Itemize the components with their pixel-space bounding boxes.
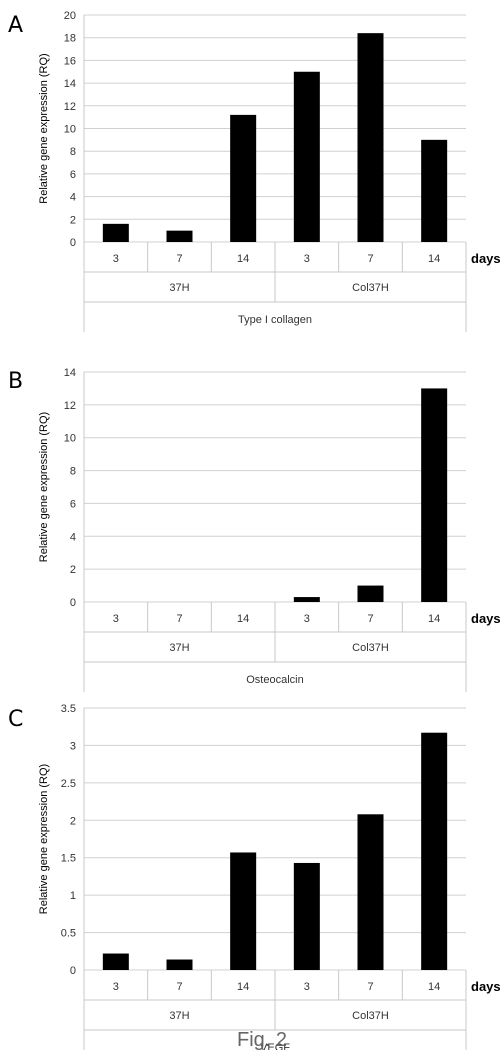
bar-col37h-day-14 xyxy=(421,732,448,970)
y-tick-label: 10 xyxy=(64,124,76,136)
panel-letter: A xyxy=(8,13,23,38)
bar-37h-day-14 xyxy=(230,114,257,242)
y-tick-label: 10 xyxy=(64,433,76,445)
group-label: 37H xyxy=(169,1010,189,1022)
x-tick-label: 7 xyxy=(176,253,182,265)
figure-caption: Fig. 2 xyxy=(237,1029,287,1050)
bar-col37h-day-7 xyxy=(357,814,384,970)
chart-panel-a: A 0 2 4 6 8 10 12 14 16 18 20 Relative gene expressi… xyxy=(8,10,500,332)
y-tick-label: 14 xyxy=(64,367,76,379)
y-axis-label: Relative gene expression (RQ) xyxy=(38,53,50,203)
x-tick-label: 3 xyxy=(113,613,119,625)
x-tick-label: 14 xyxy=(237,253,249,265)
y-tick-label: 4 xyxy=(70,531,76,543)
y-tick-label: 8 xyxy=(70,146,76,158)
x-tick-label: 3 xyxy=(113,981,119,993)
x-tick-label: 7 xyxy=(367,253,373,265)
chart-panel-b: B 0 2 4 6 8 10 12 14 Relative gene expression (RQ… xyxy=(8,367,500,692)
y-axis-label: Relative gene expression (RQ) xyxy=(38,764,50,914)
y-tick-label: 0 xyxy=(70,965,76,977)
x-tick-label: 3 xyxy=(113,253,119,265)
bar-37h-day-7 xyxy=(166,959,193,970)
y-tick-label: 4 xyxy=(70,192,76,204)
x-tick-label: 7 xyxy=(176,981,182,993)
y-tick-label: 2 xyxy=(70,564,76,576)
bar-col37h-day-14 xyxy=(421,139,448,242)
y-tick-label: 1.5 xyxy=(61,853,76,865)
x-tick-label: 14 xyxy=(237,981,249,993)
y-tick-label: 1 xyxy=(70,890,76,902)
group-label: 37H xyxy=(169,642,189,654)
bar-col37h-day-3 xyxy=(293,71,320,242)
group-label: Col37H xyxy=(352,282,389,294)
bar-37h-day-3 xyxy=(102,953,129,970)
y-tick-label: 14 xyxy=(64,78,76,90)
bar-37h-day-3 xyxy=(102,223,129,242)
y-tick-label: 8 xyxy=(70,466,76,478)
x-tick-label: 14 xyxy=(428,613,440,625)
group-label: Col37H xyxy=(352,1010,389,1022)
y-tick-label: 2 xyxy=(70,815,76,827)
y-tick-label: 6 xyxy=(70,498,76,510)
chart-panel-c: C 0 0.5 1 1.5 2 2.5 3 3.5 Relative gene expressio… xyxy=(8,703,500,1050)
panel-letter: C xyxy=(8,707,23,732)
x-unit-label: days xyxy=(471,251,500,266)
x-tick-label: 7 xyxy=(176,613,182,625)
y-tick-label: 12 xyxy=(64,101,76,113)
bar-col37h-day-7 xyxy=(357,33,384,242)
bar-col37h-day-7 xyxy=(357,585,384,602)
y-tick-label: 2.5 xyxy=(61,778,76,790)
panel-letter: B xyxy=(8,369,23,394)
gene-label: Osteocalcin xyxy=(246,674,303,686)
x-unit-label: days xyxy=(471,611,500,626)
gene-label: Type I collagen xyxy=(238,314,312,326)
bar-col37h-day-3 xyxy=(293,862,320,970)
y-tick-label: 12 xyxy=(64,400,76,412)
y-tick-label: 6 xyxy=(70,169,76,181)
x-tick-label: 14 xyxy=(237,613,249,625)
x-tick-label: 3 xyxy=(304,981,310,993)
group-label: 37H xyxy=(169,282,189,294)
x-tick-label: 14 xyxy=(428,981,440,993)
gene-label: VEGF xyxy=(260,1042,290,1050)
y-tick-label: 0 xyxy=(70,597,76,609)
x-tick-label: 3 xyxy=(304,253,310,265)
x-tick-label: 7 xyxy=(367,613,373,625)
y-tick-label: 18 xyxy=(64,33,76,45)
bar-col37h-day-14 xyxy=(421,388,448,602)
bar-37h-day-14 xyxy=(230,852,257,970)
y-tick-label: 0.5 xyxy=(61,928,76,940)
group-label: Col37H xyxy=(352,642,389,654)
y-tick-label: 20 xyxy=(64,10,76,22)
x-tick-label: 7 xyxy=(367,981,373,993)
x-tick-label: 3 xyxy=(304,613,310,625)
x-unit-label: days xyxy=(471,979,500,994)
y-tick-label: 3.5 xyxy=(61,703,76,715)
y-tick-label: 2 xyxy=(70,214,76,226)
x-tick-label: 14 xyxy=(428,253,440,265)
y-tick-label: 0 xyxy=(70,237,76,249)
bar-col37h-day-3 xyxy=(293,597,320,602)
y-tick-label: 16 xyxy=(64,55,76,67)
bar-37h-day-7 xyxy=(166,230,193,242)
y-tick-label: 3 xyxy=(70,740,76,752)
y-axis-label: Relative gene expression (RQ) xyxy=(38,412,50,562)
